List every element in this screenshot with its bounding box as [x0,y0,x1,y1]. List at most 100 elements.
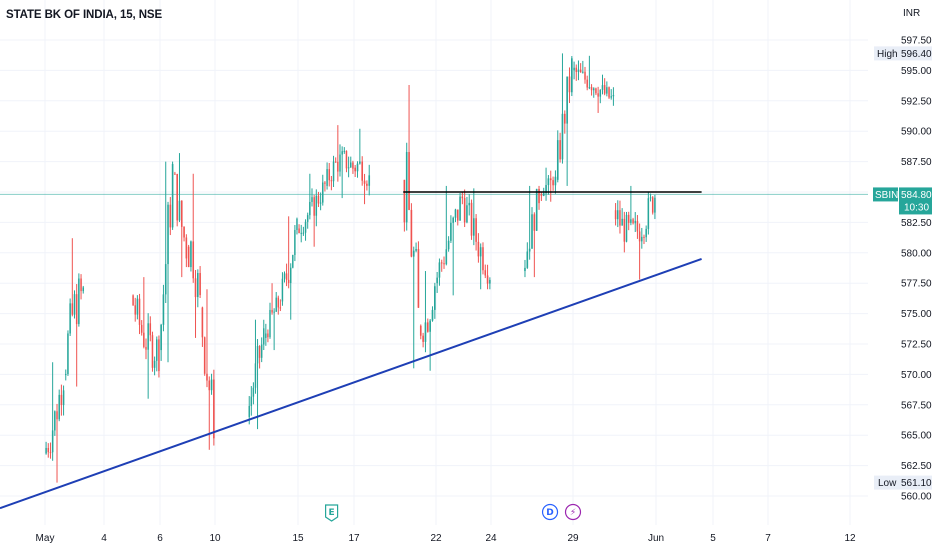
bar-countdown: 10:30 [904,202,929,213]
x-tick-label: Jun [648,533,664,544]
candle-body [429,320,431,332]
candle-body [612,95,615,97]
candle-body [300,232,302,234]
candle-body [304,221,307,233]
x-tick-label: 7 [765,533,771,544]
candle-body [410,209,413,257]
candle-body [283,273,286,279]
candle-body [162,294,165,325]
candle-body [606,87,608,94]
candle-body [623,218,626,242]
candle-body [281,278,284,302]
candle-body [178,200,181,221]
earnings-event-marker[interactable]: E [325,504,339,522]
y-tick-label: 562.50 [901,461,932,472]
candle-body [132,295,134,306]
candle-body [190,241,192,268]
low-tag-label: Low [878,478,897,489]
candle-body [210,379,213,391]
low-tag-bg [874,475,900,490]
candle-body [554,176,557,186]
candle-body [250,396,253,406]
candle-body [568,76,571,93]
candle-body [153,360,156,368]
y-tick-label: 567.50 [901,400,932,411]
candle-body [51,430,54,453]
candle-body [436,277,438,284]
candle-body [524,267,526,272]
y-tick-label: 582.50 [901,218,932,229]
candle-body [147,323,149,350]
candle-body [415,249,417,251]
candle-body [269,309,271,338]
candle-body [403,179,406,223]
dividend-event-marker[interactable]: D [541,503,559,521]
ascending-trendline[interactable] [0,257,702,510]
split-event-marker[interactable]: ⚡ [564,503,582,521]
earnings-icon [325,504,339,522]
event-markers[interactable]: E D ⚡ [325,503,582,522]
drawings[interactable] [0,191,702,510]
candle-body [151,335,154,368]
candle-body [545,185,547,194]
candle-body [366,183,368,186]
candle-body [454,209,457,218]
low-tag-value: 561.10 [901,478,932,489]
x-tick-label: 24 [485,533,497,544]
candle-body [456,209,459,221]
candle-body [597,93,599,97]
candle-body [528,248,531,252]
candle-body [352,162,354,169]
event-letter: E [329,508,335,518]
candle-body [540,194,543,196]
time-axis[interactable]: May 4 6 10 15 17 22 24 29 Jun 5 7 12 [0,525,932,550]
candle-body [632,219,634,224]
candle-body [145,346,147,350]
candle-body [636,220,639,232]
candle-body [535,188,538,231]
candle-body [337,161,339,172]
candle-body [586,79,588,88]
candle-body [167,204,169,265]
candle-body [422,335,424,342]
candle-body [254,363,257,388]
candle-body [180,200,183,227]
candle-body [174,173,176,175]
candle-body [463,198,466,223]
candle-body [614,210,617,220]
candle-body [445,249,448,265]
candle-body [140,324,143,333]
candle-body [256,345,259,364]
high-value-bg [900,46,932,61]
candle-body [197,273,199,298]
x-tick-label: 6 [157,533,163,544]
candle-body [470,202,473,236]
candle-body [345,150,348,169]
candle-body [630,219,632,223]
candle-body [343,150,346,152]
candle-body [64,374,67,376]
candle-body [138,298,141,325]
candle-body [279,307,282,309]
x-tick-label: 5 [710,533,716,544]
candle-body [54,411,56,431]
candle-body [267,333,269,338]
currency-label: INR [903,8,921,19]
grid-lines [0,0,868,525]
candle-body [556,140,559,180]
event-letter: D [546,508,553,518]
candle-body [82,287,85,292]
candle-body [271,309,273,313]
candle-body [412,250,415,257]
candle-body [542,193,545,196]
candle-body [324,182,326,184]
y-tick-label: 590.00 [901,127,932,138]
candle-body [641,236,643,242]
price-axis[interactable]: 597.50595.00592.50590.00587.50585.00582.… [901,36,932,503]
x-tick-label: May [36,533,55,544]
x-tick-label: 4 [101,533,107,544]
candle-body [573,67,575,71]
candle-body [319,202,322,204]
high-tag-label: High [877,49,898,60]
